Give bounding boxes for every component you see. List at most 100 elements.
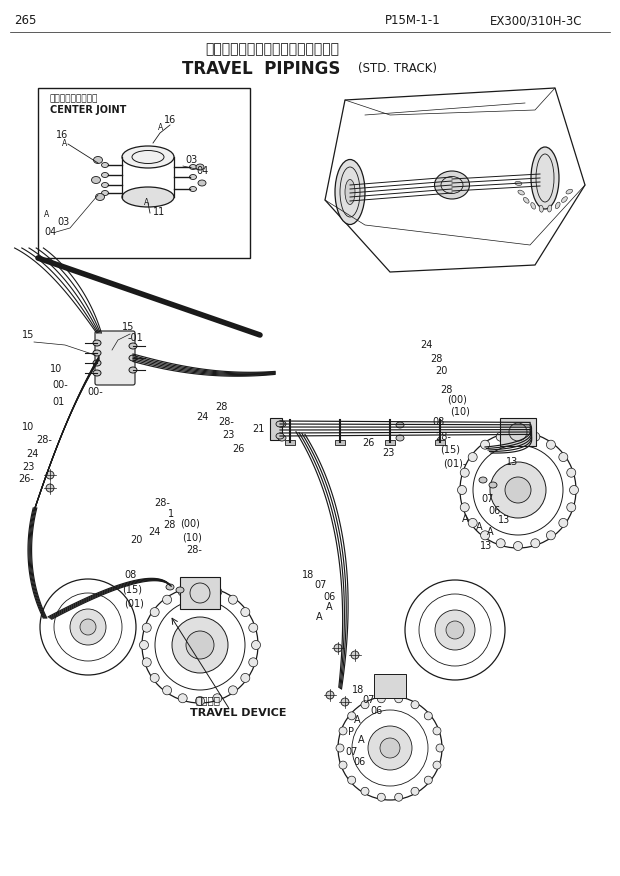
Text: 06: 06	[323, 592, 335, 602]
Circle shape	[46, 484, 54, 492]
Circle shape	[546, 531, 556, 540]
Text: 走行装置: 走行装置	[195, 695, 220, 705]
Ellipse shape	[129, 355, 137, 361]
Text: 04: 04	[44, 227, 56, 237]
Circle shape	[570, 485, 578, 494]
Ellipse shape	[278, 435, 286, 441]
Bar	[385, 440, 395, 445]
Text: 00-: 00-	[52, 380, 68, 390]
Text: 265: 265	[14, 14, 37, 27]
Ellipse shape	[539, 205, 543, 212]
Circle shape	[46, 471, 54, 479]
Ellipse shape	[102, 173, 108, 178]
Text: (00): (00)	[447, 395, 467, 405]
Text: 28: 28	[430, 354, 443, 364]
Circle shape	[446, 621, 464, 639]
Text: 1: 1	[168, 509, 174, 519]
FancyBboxPatch shape	[95, 331, 135, 385]
Text: P15M-1-1: P15M-1-1	[385, 14, 441, 27]
Ellipse shape	[92, 176, 100, 183]
Bar	[435, 440, 445, 445]
Bar	[38, 88, 250, 258]
Text: 04: 04	[196, 166, 208, 176]
Circle shape	[361, 788, 369, 795]
Text: 28: 28	[440, 385, 453, 395]
Circle shape	[334, 644, 342, 652]
Ellipse shape	[129, 367, 137, 373]
Circle shape	[186, 631, 214, 659]
Text: 28: 28	[163, 520, 175, 530]
Text: 24: 24	[420, 340, 432, 350]
Ellipse shape	[278, 421, 286, 427]
Text: A: A	[44, 210, 49, 219]
Ellipse shape	[102, 190, 108, 195]
Text: CENTER JOINT: CENTER JOINT	[50, 105, 126, 115]
Bar	[335, 440, 345, 445]
Text: 26-: 26-	[18, 474, 34, 484]
Circle shape	[326, 691, 334, 699]
Circle shape	[411, 701, 419, 709]
Ellipse shape	[93, 350, 101, 356]
Text: 00-: 00-	[87, 387, 103, 397]
Text: 20: 20	[435, 366, 448, 376]
Circle shape	[351, 651, 359, 659]
Text: 24: 24	[26, 449, 38, 459]
Text: 11: 11	[153, 207, 166, 217]
Circle shape	[559, 519, 568, 527]
Circle shape	[249, 658, 258, 667]
Ellipse shape	[562, 197, 567, 202]
Circle shape	[150, 608, 159, 617]
Circle shape	[162, 686, 172, 695]
Ellipse shape	[489, 482, 497, 488]
Circle shape	[513, 429, 523, 439]
Circle shape	[361, 701, 369, 709]
Circle shape	[150, 674, 159, 682]
Ellipse shape	[518, 190, 525, 195]
Circle shape	[178, 694, 187, 703]
Bar	[270, 418, 282, 440]
Ellipse shape	[102, 182, 108, 187]
Ellipse shape	[166, 584, 174, 590]
Circle shape	[480, 441, 490, 449]
Text: 01: 01	[52, 397, 64, 407]
Ellipse shape	[566, 189, 572, 194]
Circle shape	[228, 595, 237, 604]
Circle shape	[336, 744, 344, 752]
Ellipse shape	[95, 194, 105, 201]
Text: 26: 26	[232, 444, 244, 454]
Ellipse shape	[276, 421, 284, 427]
Text: A: A	[326, 602, 332, 612]
Circle shape	[531, 539, 540, 548]
Text: 16: 16	[164, 115, 176, 125]
Circle shape	[339, 761, 347, 769]
Text: (15): (15)	[122, 585, 142, 595]
Text: 03: 03	[57, 217, 69, 227]
Circle shape	[433, 761, 441, 769]
Text: センタージョイント: センタージョイント	[50, 94, 99, 103]
Circle shape	[531, 432, 540, 442]
Text: TRAVEL DEVICE: TRAVEL DEVICE	[190, 708, 286, 718]
Text: 24: 24	[148, 527, 161, 537]
Circle shape	[178, 587, 187, 597]
Ellipse shape	[196, 164, 204, 170]
Ellipse shape	[176, 587, 184, 593]
Circle shape	[424, 776, 432, 784]
Text: 10: 10	[50, 364, 62, 374]
Text: A: A	[462, 514, 469, 524]
Text: 走行配管（スタンダードトラック）: 走行配管（スタンダードトラック）	[205, 42, 339, 56]
Circle shape	[433, 727, 441, 735]
Circle shape	[241, 608, 250, 617]
Circle shape	[378, 794, 385, 802]
Text: P: P	[348, 727, 354, 737]
Text: 07: 07	[314, 580, 326, 590]
Text: 20: 20	[130, 535, 143, 545]
Ellipse shape	[93, 370, 101, 376]
Text: 28: 28	[215, 402, 228, 412]
Text: 13: 13	[480, 541, 492, 551]
Text: 06: 06	[370, 706, 383, 716]
Text: A: A	[487, 527, 494, 537]
Circle shape	[348, 712, 356, 720]
Circle shape	[162, 595, 172, 604]
Text: 13: 13	[498, 515, 510, 525]
Circle shape	[513, 541, 523, 550]
